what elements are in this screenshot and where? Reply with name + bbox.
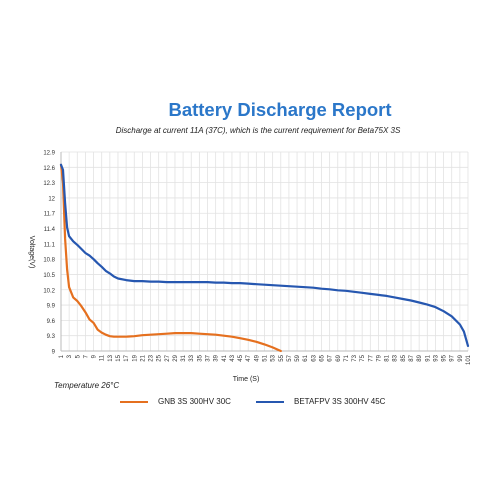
- y-tick-label: 11.4: [44, 227, 56, 233]
- x-tick-label: 95: [442, 354, 448, 361]
- x-tick-label: 101: [466, 354, 472, 365]
- x-tick-label: 53: [271, 354, 277, 361]
- axes: [60, 152, 468, 352]
- x-tick-label: 55: [279, 354, 285, 361]
- y-tick-label: 11.7: [44, 212, 56, 218]
- legend-swatch-gnb: [120, 400, 148, 403]
- x-tick-label: 57: [287, 354, 293, 361]
- legend-item-gnb: GNB 3S 300HV 30C: [120, 397, 231, 406]
- x-tick-label: 97: [450, 354, 456, 361]
- x-tick-label: 9: [92, 354, 98, 358]
- x-tick-label: 67: [328, 354, 334, 361]
- series-lines: [59, 163, 470, 353]
- y-tick-label: 10.8: [43, 258, 55, 264]
- x-tick-label: 37: [206, 354, 212, 361]
- x-tick-label: 89: [417, 354, 423, 361]
- x-tick-label: 61: [303, 354, 309, 361]
- x-tick-label: 3: [67, 354, 73, 358]
- x-tick-label: 41: [222, 354, 228, 361]
- x-tick-label: 19: [132, 354, 138, 361]
- x-tick-label: 71: [344, 354, 350, 361]
- y-tick-label: 9.6: [47, 319, 56, 325]
- x-tick-label: 31: [181, 354, 187, 361]
- x-tick-label: 39: [214, 354, 220, 361]
- legend-item-betafpv: BETAFPV 3S 300HV 45C: [256, 397, 385, 406]
- x-tick-label: 33: [189, 354, 195, 361]
- x-tick-label: 49: [254, 354, 260, 361]
- y-tick-label: 12: [48, 196, 55, 202]
- legend-label-betafpv: BETAFPV 3S 300HV 45C: [294, 397, 386, 406]
- x-tick-label: 99: [458, 354, 464, 361]
- chart-subtitle: Discharge at current 11A (37C), which is…: [115, 126, 401, 135]
- legend-swatch-betafpv: [256, 400, 284, 403]
- y-tick-label: 11.1: [44, 242, 56, 248]
- x-tick-label: 87: [409, 354, 415, 361]
- y-tick-label: 9: [52, 350, 56, 356]
- x-tick-label: 23: [149, 354, 155, 361]
- x-tick-label: 35: [197, 354, 203, 361]
- y-axis-title: Voltage(V): [28, 236, 35, 269]
- series-line-betafpv: [59, 163, 470, 347]
- series-line-gnb: [59, 163, 282, 353]
- y-tick-label: 9.9: [47, 304, 56, 310]
- x-tick-label: 43: [230, 354, 236, 361]
- x-tick-label: 75: [360, 354, 366, 361]
- x-tick-label: 13: [108, 354, 114, 361]
- x-tick-label: 1: [59, 354, 65, 358]
- x-tick-label: 29: [173, 354, 179, 361]
- y-tick-label: 12.6: [43, 166, 55, 172]
- x-tick-label: 63: [311, 354, 317, 361]
- x-tick-label: 47: [246, 354, 252, 361]
- legend-label-gnb: GNB 3S 300HV 30C: [158, 397, 231, 406]
- x-tick-label: 25: [157, 354, 163, 361]
- grid-lines: [60, 151, 469, 352]
- x-tick-label: 21: [140, 354, 146, 361]
- x-tick-label: 83: [393, 354, 399, 361]
- x-tick-label: 65: [319, 354, 325, 361]
- x-tick-label: 45: [238, 354, 244, 361]
- y-tick-label: 9.3: [47, 334, 56, 340]
- x-tick-label: 59: [295, 354, 301, 361]
- x-tick-label: 77: [368, 354, 374, 361]
- x-tick-label: 85: [401, 354, 407, 361]
- x-tick-label: 15: [116, 354, 122, 361]
- x-tick-label: 81: [385, 354, 391, 361]
- x-tick-label: 5: [75, 354, 81, 358]
- x-tick-label: 91: [425, 354, 431, 361]
- x-tick-label: 73: [352, 354, 358, 361]
- x-tick-label: 7: [83, 354, 89, 358]
- x-tick-label: 69: [336, 354, 342, 361]
- x-tick-label: 93: [433, 354, 439, 361]
- tick-labels: 9 9.3 9.6 9.9 10.2 10.5 10.8 11.1 11.4 11.7 12 12.3…: [28, 151, 472, 384]
- y-tick-label: 10.5: [43, 273, 55, 279]
- y-tick-label: 12.9: [43, 151, 55, 157]
- x-tick-label: 11: [100, 354, 106, 361]
- x-axis-title: Time (S): [233, 376, 260, 383]
- chart-title: Battery Discharge Report: [168, 99, 392, 120]
- x-tick-label: 51: [263, 354, 269, 361]
- temperature-note: Temperature 26°C: [54, 381, 120, 390]
- x-tick-label: 27: [165, 354, 171, 361]
- y-tick-label: 12.3: [43, 181, 55, 187]
- x-tick-label: 17: [124, 354, 130, 361]
- y-tick-label: 10.2: [43, 288, 55, 294]
- x-tick-label: 79: [376, 354, 382, 361]
